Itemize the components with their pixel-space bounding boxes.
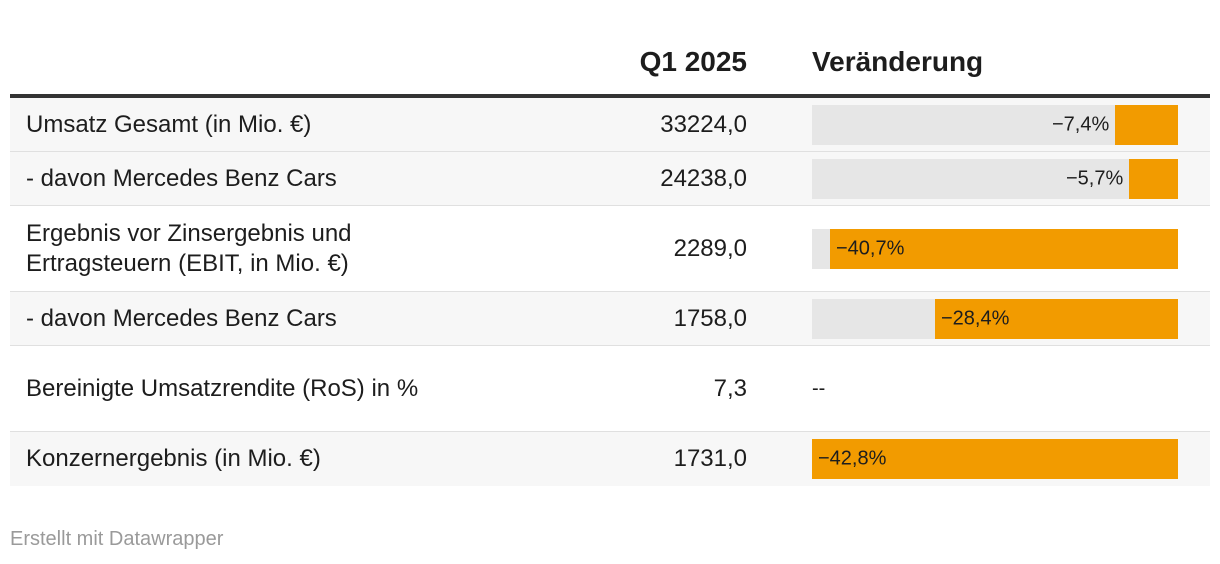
change-empty: -- — [812, 377, 826, 399]
change-label: −5,7% — [1066, 167, 1124, 189]
row-value: 1758,0 — [673, 304, 747, 332]
change-label: −28,4% — [941, 307, 1010, 329]
change-label: −40,7% — [836, 237, 905, 259]
row-value: 7,3 — [713, 374, 747, 402]
change-bar-track: −40,7% — [812, 228, 1178, 269]
column-header-q1-2025: Q1 2025 — [639, 46, 747, 77]
table-row: Ergebnis vor Zinsergebnis und Ertragsteu… — [10, 206, 1210, 292]
table-header: Q1 2025 Veränderung — [10, 30, 1210, 98]
change-bar-track: −7,4% — [812, 104, 1178, 145]
row-label: Ergebnis vor Zinsergebnis und Ertragsteu… — [26, 219, 352, 277]
datawrapper-credit: Erstellt mit Datawrapper — [10, 528, 224, 550]
row-value: 33224,0 — [660, 110, 747, 138]
column-header-veraenderung: Veränderung — [812, 46, 984, 77]
row-label: Bereinigte Umsatzrendite (RoS) in % — [26, 374, 419, 402]
row-label: Konzernergebnis (in Mio. €) — [26, 445, 321, 472]
row-label: - davon Mercedes Benz Cars — [26, 304, 337, 332]
change-bar — [830, 228, 1178, 269]
change-bar-track: −5,7% — [812, 158, 1178, 199]
row-value: 2289,0 — [673, 234, 747, 262]
change-bar — [812, 439, 1178, 479]
change-label: −7,4% — [1052, 113, 1110, 135]
row-label: - davon Mercedes Benz Cars — [26, 164, 337, 192]
table-row: - davon Mercedes Benz Cars 24238,0 −5,7% — [10, 152, 1210, 206]
table-row: Umsatz Gesamt (in Mio. €) 33224,0 −7,4% — [10, 98, 1210, 152]
data-table: Q1 2025 Veränderung Umsatz Gesamt (in Mi… — [10, 30, 1210, 486]
table-row: Konzernergebnis (in Mio. €) 1731,0 −42,8… — [10, 432, 1210, 486]
change-bar — [1129, 158, 1178, 199]
table-row: - davon Mercedes Benz Cars 1758,0 −28,4% — [10, 292, 1210, 346]
change-bar — [1115, 104, 1178, 145]
change-label: −42,8% — [818, 447, 887, 470]
row-value: 1731,0 — [673, 445, 747, 472]
table-row: Bereinigte Umsatzrendite (RoS) in % 7,3 … — [10, 346, 1210, 432]
row-value: 24238,0 — [660, 164, 747, 192]
change-bar — [935, 298, 1178, 339]
change-bar-track: −28,4% — [812, 298, 1178, 339]
change-bar-track: −42,8% — [812, 439, 1178, 479]
row-label: Umsatz Gesamt (in Mio. €) — [26, 110, 312, 138]
